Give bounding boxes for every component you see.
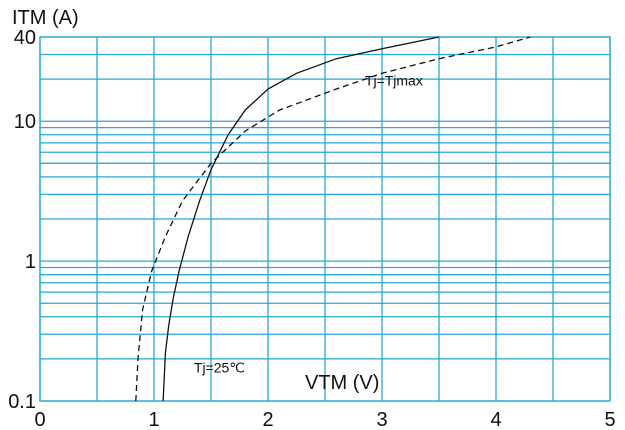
y-tick-label: 1 [25, 251, 36, 273]
y-tick-label: 0.1 [8, 391, 36, 413]
plot-frame [39, 36, 611, 402]
y-axis-title: ITM (A) [12, 7, 79, 29]
annotations: Tj=Tjmax Tj=25℃ [194, 73, 423, 376]
x-tick-label: 4 [490, 409, 501, 430]
curve-annotation: Tj=25℃ [194, 359, 245, 375]
grid [39, 36, 611, 402]
curve-annotation: Tj=Tjmax [365, 73, 423, 89]
x-tick-label: 2 [262, 409, 273, 430]
tick-labels: 0 1 2 3 4 5 40 10 1 0.1 [8, 27, 615, 430]
curves [135, 36, 531, 402]
x-axis-title: VTM (V) [305, 372, 379, 394]
x-tick-label: 3 [376, 409, 387, 430]
series-line-1 [162, 36, 440, 402]
y-tick-label: 10 [14, 111, 36, 133]
x-tick-label: 1 [148, 409, 159, 430]
x-tick-label: 0 [34, 409, 45, 430]
y-tick-label: 40 [14, 27, 36, 49]
x-tick-label: 5 [604, 409, 615, 430]
series-line-2 [135, 36, 531, 402]
